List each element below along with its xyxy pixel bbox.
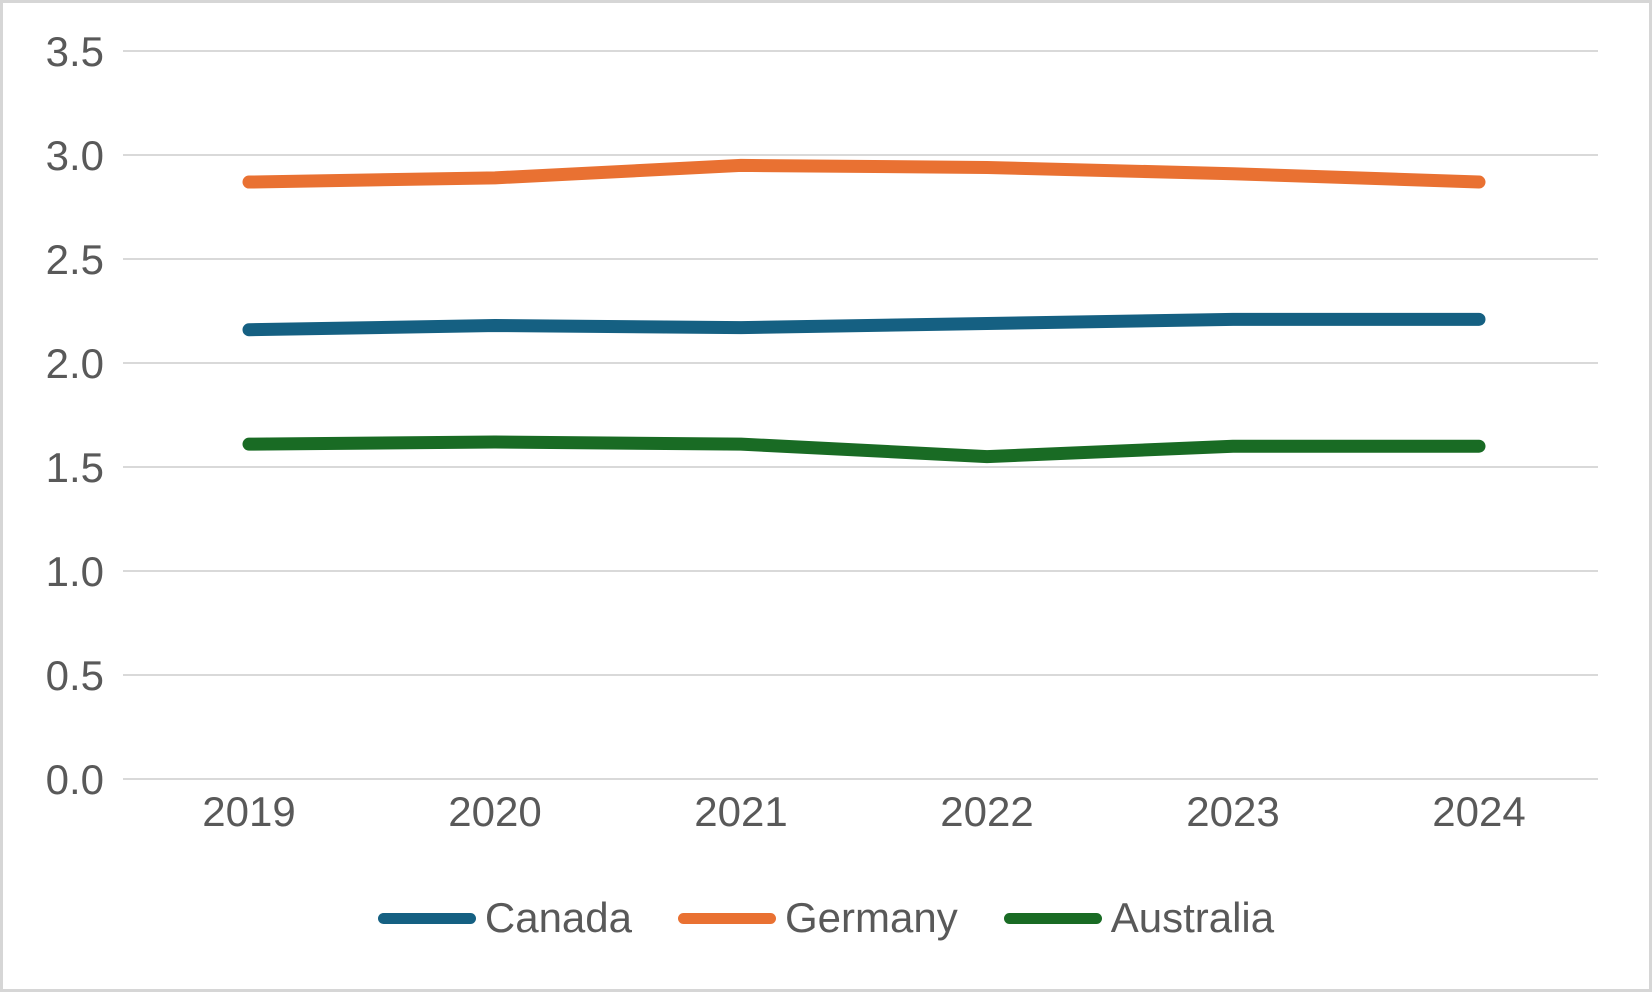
line-chart-canvas: 0.0 0.5 1.0 1.5 2.0 2.5 3.0 3.5 2019 2020 2021 2022… bbox=[46, 28, 1598, 835]
legend-label-germany: Germany bbox=[785, 894, 958, 941]
legend-item-australia: Australia bbox=[1003, 894, 1275, 941]
x-tick-label-2019: 2019 bbox=[202, 788, 295, 835]
x-tick-label-2020: 2020 bbox=[448, 788, 541, 835]
x-tick-label-2022: 2022 bbox=[940, 788, 1033, 835]
legend-item-germany: Germany bbox=[678, 897, 958, 939]
legend-item-canada: Canada bbox=[377, 894, 632, 941]
legend-swatch-germany bbox=[678, 912, 776, 924]
series-line-australia bbox=[242, 435, 1486, 464]
y-tick-label-2.0: 2.0 bbox=[46, 340, 104, 387]
y-tick-label-2.5: 2.5 bbox=[46, 236, 104, 283]
y-tick-label-3.5: 3.5 bbox=[46, 28, 104, 75]
chart-legend: Canada Germany Australia bbox=[3, 892, 1649, 944]
legend-label-canada: Canada bbox=[484, 894, 632, 941]
x-tick-label-2024: 2024 bbox=[1432, 788, 1525, 835]
legend-label-australia: Australia bbox=[1110, 894, 1275, 941]
series-line-germany bbox=[242, 158, 1486, 189]
y-tick-label-1.0: 1.0 bbox=[46, 548, 104, 595]
y-tick-label-0.5: 0.5 bbox=[46, 652, 104, 699]
y-tick-label-3.0: 3.0 bbox=[46, 132, 104, 179]
x-tick-label-2021: 2021 bbox=[694, 788, 787, 835]
x-tick-label-2023: 2023 bbox=[1186, 788, 1279, 835]
legend-swatch-canada bbox=[377, 912, 476, 924]
legend-swatch-australia bbox=[1003, 912, 1102, 924]
y-tick-label-0.0: 0.0 bbox=[46, 756, 104, 803]
y-tick-label-1.5: 1.5 bbox=[46, 444, 104, 491]
series-line-canada bbox=[242, 312, 1486, 337]
